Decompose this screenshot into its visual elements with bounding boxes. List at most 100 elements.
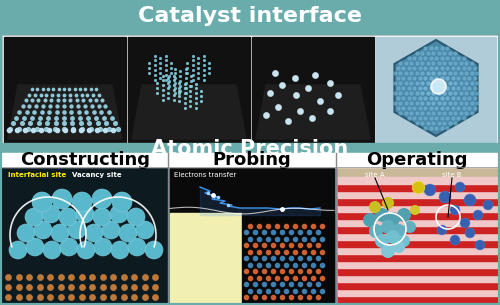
Circle shape: [465, 228, 475, 238]
Bar: [2, 167, 168, 303]
Circle shape: [59, 208, 77, 226]
Polygon shape: [256, 85, 370, 139]
Polygon shape: [394, 40, 477, 136]
Bar: [0, 0, 500, 37]
Text: Probing: Probing: [212, 151, 292, 169]
Bar: [338, 240, 498, 247]
Text: Catalyst interface: Catalyst interface: [138, 6, 362, 26]
Bar: [338, 167, 498, 303]
Circle shape: [369, 201, 381, 213]
Bar: [338, 233, 498, 240]
Circle shape: [392, 224, 406, 238]
Bar: [338, 184, 498, 191]
Circle shape: [112, 192, 132, 212]
Bar: [338, 198, 498, 205]
Circle shape: [43, 241, 61, 259]
Circle shape: [483, 200, 493, 210]
Circle shape: [382, 197, 394, 209]
Circle shape: [381, 220, 395, 234]
Circle shape: [25, 208, 43, 226]
Circle shape: [52, 189, 72, 209]
Circle shape: [72, 192, 92, 212]
Circle shape: [94, 238, 112, 256]
Bar: [170, 167, 334, 303]
Circle shape: [450, 235, 460, 245]
Circle shape: [32, 192, 52, 212]
Circle shape: [393, 241, 405, 253]
Circle shape: [68, 221, 86, 239]
Circle shape: [9, 241, 27, 259]
Text: Vacancy site: Vacancy site: [72, 172, 122, 178]
Circle shape: [475, 240, 485, 250]
Circle shape: [404, 221, 416, 233]
Bar: [4, 37, 126, 143]
Circle shape: [26, 238, 44, 256]
Bar: [128, 37, 250, 143]
Bar: [0, 143, 500, 155]
Bar: [252, 37, 374, 143]
Circle shape: [60, 238, 78, 256]
Bar: [376, 37, 496, 143]
Circle shape: [85, 224, 103, 242]
Circle shape: [42, 205, 60, 223]
Bar: [338, 226, 498, 233]
Circle shape: [363, 213, 377, 227]
Circle shape: [127, 208, 145, 226]
Bar: [338, 191, 498, 198]
Circle shape: [128, 238, 146, 256]
Circle shape: [102, 221, 120, 239]
Bar: [338, 289, 498, 296]
Circle shape: [460, 218, 470, 228]
Polygon shape: [8, 85, 122, 139]
Bar: [2, 153, 498, 167]
Circle shape: [34, 221, 52, 239]
Circle shape: [397, 208, 411, 222]
Bar: [338, 219, 498, 226]
Circle shape: [473, 210, 483, 220]
Bar: [338, 275, 498, 282]
Bar: [338, 247, 498, 254]
Circle shape: [136, 221, 154, 239]
Bar: [338, 205, 498, 212]
Bar: [0, 0, 500, 33]
Text: Interfacial site: Interfacial site: [8, 172, 66, 178]
Circle shape: [386, 230, 400, 244]
Bar: [338, 282, 498, 289]
Circle shape: [437, 225, 447, 235]
Circle shape: [410, 205, 420, 215]
Bar: [338, 268, 498, 275]
Text: Electrons transfer: Electrons transfer: [174, 172, 236, 178]
Bar: [2, 35, 498, 145]
Circle shape: [111, 241, 129, 259]
Circle shape: [375, 234, 389, 248]
Circle shape: [424, 184, 436, 196]
Text: Atomic Precision: Atomic Precision: [152, 139, 348, 159]
Circle shape: [51, 224, 69, 242]
Circle shape: [369, 224, 383, 238]
Circle shape: [77, 241, 95, 259]
Polygon shape: [132, 85, 246, 139]
Bar: [338, 212, 498, 219]
Circle shape: [93, 208, 111, 226]
Circle shape: [450, 205, 460, 215]
Bar: [338, 254, 498, 261]
Circle shape: [76, 205, 94, 223]
Bar: [2, 155, 498, 303]
Circle shape: [398, 235, 410, 247]
Circle shape: [386, 212, 400, 226]
Circle shape: [375, 208, 389, 222]
Circle shape: [464, 194, 476, 206]
Bar: [338, 296, 498, 303]
Circle shape: [145, 241, 163, 259]
Circle shape: [110, 205, 128, 223]
Circle shape: [119, 224, 137, 242]
Circle shape: [439, 191, 451, 203]
Text: Constructing: Constructing: [20, 151, 150, 169]
Circle shape: [455, 182, 465, 192]
Circle shape: [92, 189, 112, 209]
Bar: [338, 261, 498, 268]
Text: Operating: Operating: [366, 151, 468, 169]
Circle shape: [381, 244, 395, 258]
Circle shape: [17, 224, 35, 242]
Text: site B: site B: [442, 172, 462, 178]
